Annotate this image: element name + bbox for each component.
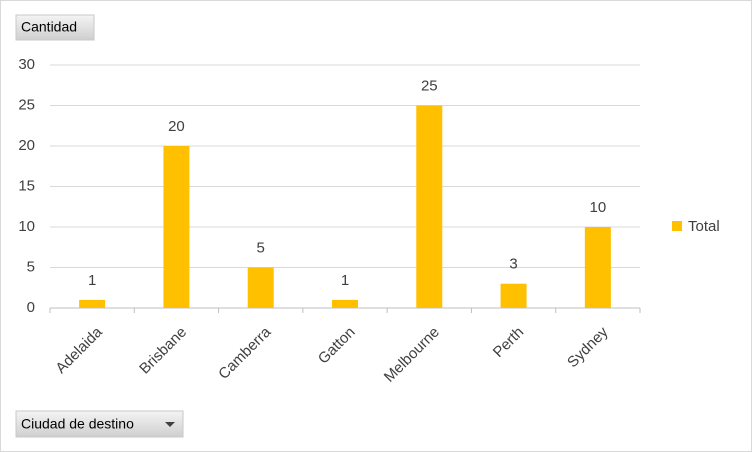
bar (332, 299, 358, 308)
data-label: 25 (421, 77, 438, 94)
button-background (15, 14, 95, 41)
data-label: 3 (509, 256, 517, 273)
bar (500, 283, 527, 308)
button-background (15, 410, 184, 438)
y-tick-label: 5 (27, 258, 35, 275)
legend-swatch (672, 221, 682, 231)
y-tick-label: 0 (27, 299, 35, 316)
data-label: 1 (341, 272, 349, 289)
y-tick-label: 20 (18, 137, 35, 154)
bar (247, 267, 274, 308)
value-field-label: Cantidad (21, 19, 77, 35)
category-field-button[interactable]: Ciudad de destino (15, 410, 184, 438)
y-tick-label: 10 (18, 218, 35, 235)
legend-label: Total (688, 218, 720, 235)
data-label: 1 (88, 272, 96, 289)
data-label: 10 (590, 199, 607, 216)
y-tick-label: 25 (18, 96, 35, 113)
data-label: 20 (168, 118, 185, 135)
value-field-button[interactable]: Cantidad (15, 14, 95, 41)
y-tick-label: 15 (18, 177, 35, 194)
dropdown-arrow (165, 422, 175, 427)
bar (79, 299, 106, 308)
bar (416, 105, 443, 308)
category-field-label: Ciudad de destino (21, 416, 134, 432)
bar (163, 146, 190, 308)
bar (584, 227, 611, 308)
y-tick-label: 30 (18, 56, 35, 73)
data-label: 5 (257, 239, 265, 256)
